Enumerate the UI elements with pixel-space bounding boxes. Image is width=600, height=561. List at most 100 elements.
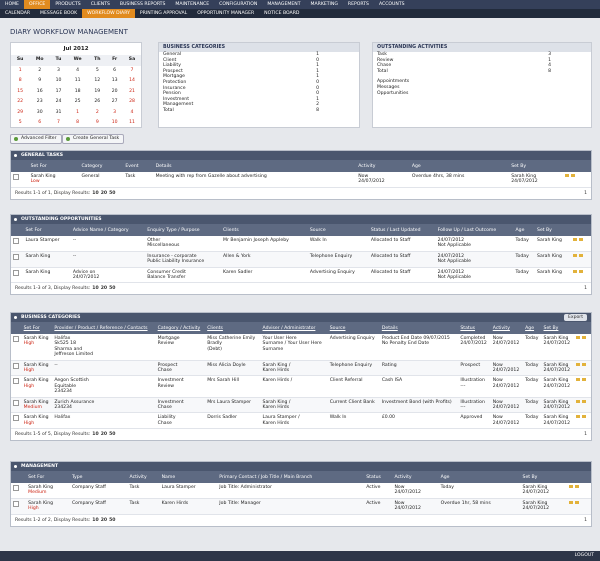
day[interactable]: 18 xyxy=(74,88,81,94)
subnav-item[interactable]: MESSAGE BOOK xyxy=(40,11,78,16)
icon-mail[interactable] xyxy=(568,500,573,504)
page-size[interactable]: 50 xyxy=(109,517,116,523)
day[interactable]: 4 xyxy=(76,67,80,73)
page-size[interactable]: 50 xyxy=(109,286,116,292)
day[interactable]: 2 xyxy=(38,67,42,73)
day[interactable]: 6 xyxy=(38,120,42,125)
nav-item[interactable]: ACCOUNTS xyxy=(378,2,405,7)
day[interactable]: 22 xyxy=(17,99,24,104)
nav-item[interactable]: MAINTENANCE xyxy=(175,2,210,7)
subnav-item[interactable]: WORKFLOW DIARY xyxy=(82,9,135,18)
page-size[interactable]: 20 xyxy=(100,432,108,438)
day[interactable]: 15 xyxy=(17,88,24,94)
icon-edit[interactable] xyxy=(579,253,584,257)
checkbox[interactable] xyxy=(13,500,19,507)
icon-edit[interactable] xyxy=(570,174,575,177)
day[interactable]: 28 xyxy=(129,99,135,104)
icon-mail[interactable] xyxy=(575,399,580,403)
day[interactable]: 5 xyxy=(18,120,22,125)
icon-mail[interactable] xyxy=(573,238,578,241)
export-button[interactable]: Export xyxy=(563,314,587,321)
activity-link[interactable]: Appointments xyxy=(377,79,410,85)
nav-item[interactable]: PRODUCTS xyxy=(55,2,81,7)
day[interactable]: 4 xyxy=(130,109,134,115)
icon-mail[interactable] xyxy=(575,336,580,339)
day[interactable]: 24 xyxy=(55,99,62,104)
icon-mail[interactable] xyxy=(575,415,580,419)
day[interactable]: 8 xyxy=(76,120,80,125)
day[interactable]: 1 xyxy=(18,67,22,73)
day[interactable]: 30 xyxy=(36,109,43,115)
nav-item[interactable]: OFFICE xyxy=(23,0,51,9)
day[interactable]: 13 xyxy=(111,78,118,83)
icon-edit[interactable] xyxy=(581,336,586,339)
page-number[interactable]: 1 xyxy=(584,517,587,523)
button[interactable]: Create General Task xyxy=(62,134,125,144)
page-size[interactable]: 20 xyxy=(100,517,108,523)
checkbox[interactable] xyxy=(13,269,19,276)
nav-item[interactable]: REPORTS xyxy=(347,2,369,7)
checkbox[interactable] xyxy=(13,378,19,385)
icon-edit[interactable] xyxy=(574,485,579,488)
page-size[interactable]: 50 xyxy=(109,190,116,196)
icon-edit[interactable] xyxy=(581,399,586,403)
day[interactable]: 1 xyxy=(76,109,80,115)
page-size[interactable]: 20 xyxy=(100,286,108,292)
icon-mail[interactable] xyxy=(575,362,580,366)
page-size[interactable]: 10 xyxy=(92,517,99,523)
activity-link[interactable]: Messages xyxy=(377,84,400,90)
day[interactable]: 9 xyxy=(95,120,99,125)
button[interactable]: Advanced Filter xyxy=(10,134,62,144)
page-number[interactable]: 1 xyxy=(584,432,587,438)
page-size[interactable]: 10 xyxy=(92,190,99,196)
icon-mail[interactable] xyxy=(573,269,578,273)
icon-mail[interactable] xyxy=(568,485,573,488)
icon-edit[interactable] xyxy=(574,500,579,504)
day[interactable]: 7 xyxy=(57,120,60,125)
day[interactable]: 11 xyxy=(129,120,135,125)
day[interactable]: 12 xyxy=(94,78,101,83)
day[interactable]: 21 xyxy=(129,88,135,94)
day[interactable]: 8 xyxy=(18,78,22,83)
day[interactable]: 26 xyxy=(94,99,101,104)
page-size[interactable]: 20 xyxy=(100,190,108,196)
nav-item[interactable]: CLIENTS xyxy=(90,2,110,7)
checkbox[interactable] xyxy=(13,485,19,491)
day[interactable]: 17 xyxy=(55,88,62,94)
day[interactable]: 20 xyxy=(111,88,118,94)
icon-edit[interactable] xyxy=(579,238,584,241)
nav-item[interactable]: BUSINESS REPORTS xyxy=(119,2,166,7)
subnav-item[interactable]: OPPORTUNITY MANAGER xyxy=(197,11,255,16)
page-size[interactable]: 10 xyxy=(92,432,99,438)
icon-mail[interactable] xyxy=(564,174,569,177)
day[interactable]: 16 xyxy=(36,88,43,94)
icon-edit[interactable] xyxy=(579,269,584,273)
checkbox[interactable] xyxy=(13,336,19,342)
day[interactable]: 25 xyxy=(74,99,81,104)
day[interactable]: 10 xyxy=(55,78,62,83)
checkbox[interactable] xyxy=(13,399,19,406)
day[interactable]: 3 xyxy=(113,109,117,115)
checkbox[interactable] xyxy=(13,362,19,369)
icon-edit[interactable] xyxy=(581,378,586,382)
day[interactable]: 31 xyxy=(55,109,62,115)
icon-edit[interactable] xyxy=(581,362,586,366)
day[interactable]: 14 xyxy=(129,78,135,83)
icon-mail[interactable] xyxy=(573,253,578,257)
day[interactable]: 2 xyxy=(95,109,99,115)
nav-item[interactable]: CONFIGURATION xyxy=(219,2,258,7)
page-size[interactable]: 10 xyxy=(92,286,99,292)
page-number[interactable]: 1 xyxy=(584,286,587,292)
day[interactable]: 7 xyxy=(130,67,134,73)
checkbox[interactable] xyxy=(13,415,19,422)
day[interactable]: 6 xyxy=(113,67,117,73)
day[interactable]: 9 xyxy=(38,78,42,83)
day[interactable]: 29 xyxy=(17,109,24,115)
day[interactable]: 19 xyxy=(94,88,101,94)
icon-mail[interactable] xyxy=(575,378,580,382)
page-size[interactable]: 50 xyxy=(109,432,116,438)
subnav-item[interactable]: PRINTING APPROVAL xyxy=(139,11,188,16)
day[interactable]: 27 xyxy=(111,99,118,104)
nav-item[interactable]: MANAGEMENT xyxy=(267,2,301,7)
subnav-item[interactable]: NOTICE BOARD xyxy=(264,11,300,16)
